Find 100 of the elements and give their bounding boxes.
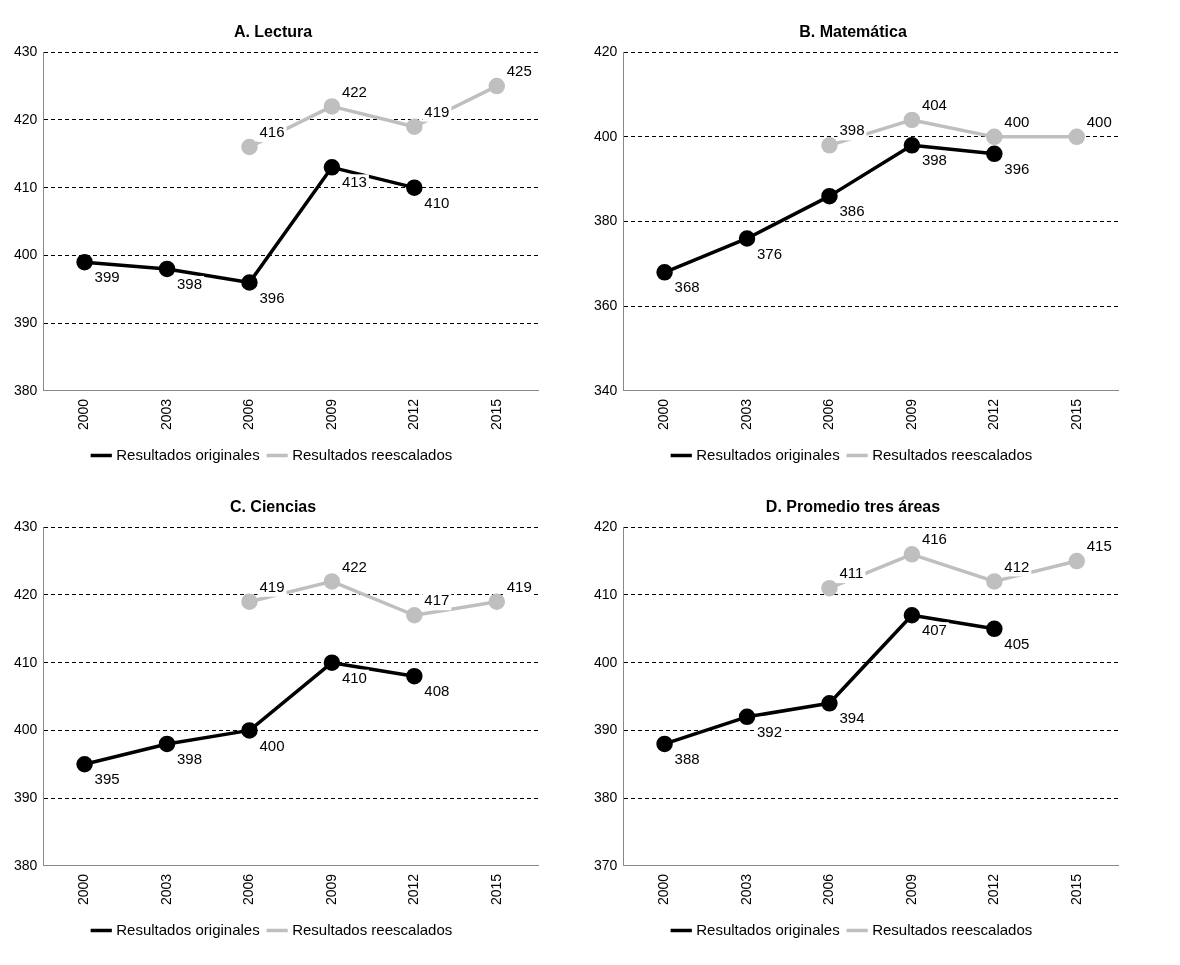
data-label: 396: [1004, 159, 1030, 177]
x-tick-label: 2015: [487, 873, 504, 906]
data-label: 386: [839, 202, 865, 220]
x-tick-label: 2000: [655, 873, 672, 906]
point: [903, 137, 921, 154]
point: [406, 607, 423, 624]
y-tick-label: 380: [594, 788, 618, 805]
data-label: 392: [757, 722, 783, 740]
legend-label: Resultados reescalados: [292, 920, 453, 938]
data-label: 400: [259, 736, 285, 754]
data-label: 407: [921, 621, 947, 639]
chart-title: D. Promedio tres áreas: [765, 498, 941, 516]
point: [903, 111, 921, 129]
y-tick-label: 420: [14, 110, 38, 127]
data-label: 400: [1086, 113, 1112, 130]
point: [241, 722, 258, 739]
point: [986, 128, 1003, 146]
data-label: 368: [674, 278, 700, 296]
y-tick-label: 380: [594, 212, 618, 229]
x-tick-label: 2006: [820, 398, 837, 431]
y-tick-label: 400: [594, 653, 618, 670]
data-label: 398: [177, 750, 203, 768]
point: [903, 607, 921, 624]
x-tick-label: 2012: [985, 873, 1002, 906]
y-tick-label: 390: [14, 788, 38, 805]
point: [406, 118, 423, 135]
data-label: 422: [341, 82, 367, 100]
data-label: 419: [424, 102, 450, 120]
y-tick-label: 380: [14, 381, 38, 398]
y-tick-label: 410: [14, 653, 38, 670]
x-tick-label: 2009: [902, 398, 919, 431]
point: [1068, 128, 1086, 146]
point: [821, 579, 838, 597]
point: [656, 735, 673, 753]
point: [323, 159, 341, 176]
x-tick-label: 2012: [405, 873, 422, 906]
data-label: 388: [674, 750, 700, 768]
data-label: 399: [94, 268, 120, 286]
data-label: 412: [1004, 557, 1030, 575]
data-label: 408: [424, 682, 450, 700]
x-tick-label: 2003: [737, 873, 754, 906]
x-tick-label: 2000: [75, 398, 92, 431]
y-tick-label: 410: [14, 178, 38, 195]
point: [241, 274, 258, 291]
chart-title: C. Ciencias: [229, 498, 317, 516]
data-label: 422: [341, 557, 367, 575]
data-label: 398: [921, 151, 947, 169]
x-tick-label: 2006: [240, 873, 257, 906]
chart-title: A. Lectura: [233, 23, 313, 41]
data-label: 410: [341, 668, 367, 686]
point: [323, 573, 341, 590]
data-label: 404: [921, 96, 947, 114]
x-tick-label: 2012: [985, 398, 1002, 431]
point: [903, 546, 921, 563]
x-tick-label: 2003: [157, 873, 174, 906]
y-tick-label: 380: [14, 856, 38, 873]
point: [158, 260, 176, 278]
data-label: 410: [424, 193, 450, 211]
data-label: 416: [921, 530, 947, 548]
y-tick-label: 390: [14, 313, 38, 330]
x-tick-label: 2000: [75, 873, 92, 906]
data-label: 425: [506, 62, 532, 80]
legend-label: Resultados reescalados: [292, 445, 453, 463]
legend-label: Resultados reescalados: [872, 920, 1033, 938]
point: [656, 264, 673, 281]
data-label: 416: [259, 123, 285, 141]
data-label: 394: [839, 709, 865, 727]
x-tick-label: 2006: [240, 398, 257, 431]
y-tick-label: 400: [14, 246, 38, 263]
data-label: 396: [259, 288, 285, 306]
data-label: 417: [424, 591, 450, 609]
point: [986, 573, 1003, 590]
point: [323, 98, 341, 115]
point: [488, 77, 506, 95]
data-label: 398: [839, 121, 865, 139]
data-label: 376: [757, 244, 783, 262]
data-label: 413: [341, 173, 367, 191]
x-tick-label: 2009: [322, 398, 339, 431]
x-tick-label: 2015: [1067, 873, 1084, 906]
y-tick-label: 420: [594, 43, 618, 60]
point: [241, 593, 258, 610]
y-tick-label: 420: [14, 585, 38, 602]
legend-label: Resultados reescalados: [872, 445, 1033, 463]
data-label: 398: [177, 275, 203, 293]
legend-label: Resultados originales: [696, 920, 840, 938]
x-tick-label: 2015: [1067, 398, 1084, 431]
point: [986, 145, 1003, 163]
data-label: 419: [259, 577, 285, 595]
point: [406, 667, 423, 685]
point: [406, 179, 423, 196]
y-tick-label: 430: [14, 518, 38, 535]
point: [241, 138, 258, 156]
point: [738, 708, 756, 726]
y-tick-label: 360: [594, 297, 618, 314]
y-tick-label: 400: [594, 127, 618, 144]
chart-title: B. Matemática: [799, 23, 907, 41]
point: [821, 187, 838, 205]
point: [323, 654, 341, 671]
legend-label: Resultados originales: [116, 920, 260, 938]
y-tick-label: 400: [14, 721, 38, 738]
